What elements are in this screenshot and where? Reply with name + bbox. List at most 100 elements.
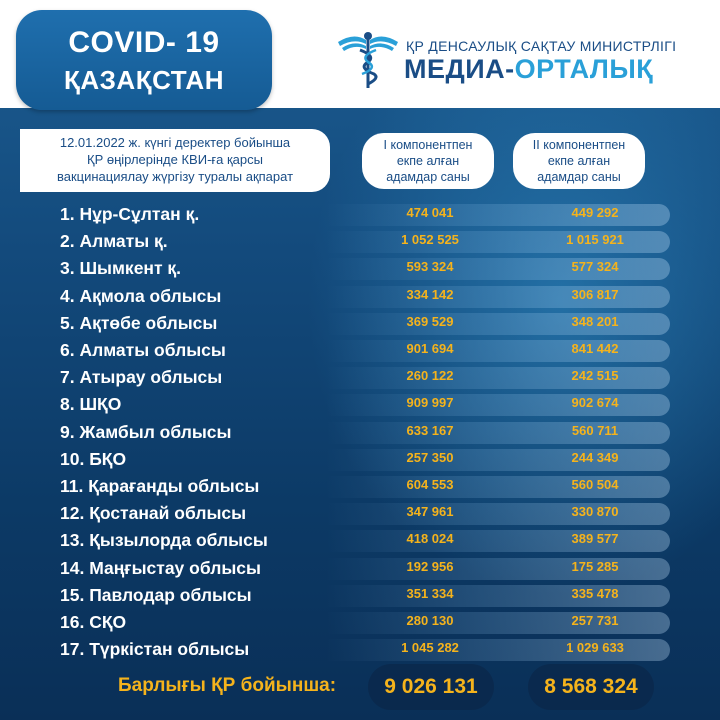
second-dose-value: 348 201: [571, 313, 619, 329]
region-label: 14. Маңғыстау облысы: [60, 557, 261, 578]
table-row: 9. Жамбыл облысы 633 167 560 711: [0, 420, 720, 444]
table-row: 6. Алматы облысы 901 694 841 442: [0, 338, 720, 362]
row-bar: [44, 231, 670, 254]
row-bar: [44, 340, 670, 362]
first-dose-value: 633 167: [406, 422, 454, 438]
second-dose-value: 449 292: [571, 205, 619, 220]
row-bar: [44, 258, 670, 281]
report-info-box: 12.01.2022 ж. күнгі деректер бойынша ҚР …: [20, 129, 330, 192]
row-bar: [44, 639, 670, 662]
first-dose-value: 260 122: [406, 368, 454, 384]
second-dose-value: 1 029 633: [566, 640, 624, 656]
table-row: 10. БҚО 257 350 244 349: [0, 447, 720, 471]
second-dose-value: 335 478: [571, 585, 619, 601]
row-bar: [44, 612, 670, 634]
table-row: 3. Шымкент қ. 593 324 577 324: [0, 256, 720, 281]
second-dose-value: 841 442: [571, 341, 619, 356]
second-dose-value: 244 349: [571, 449, 619, 465]
column-header-line: адамдар саны: [386, 170, 470, 184]
info-line: 12.01.2022 ж. күнгі деректер бойынша: [59, 135, 291, 150]
total-label: Барлығы ҚР бойынша:: [118, 675, 337, 696]
second-dose-value: 306 817: [571, 286, 619, 302]
table-row: 7. Атырау облысы 260 122 242 515: [0, 365, 720, 390]
region-label: 16. СҚО: [60, 612, 127, 632]
second-dose-value: 175 285: [571, 558, 619, 574]
region-label: 13. Қызылорда облысы: [60, 530, 268, 551]
table-row: 8. ШҚО 909 997 902 674: [0, 392, 720, 417]
region-label: 9. Жамбыл облысы: [60, 421, 232, 442]
column-header-line: екпе алған: [396, 154, 460, 168]
region-label: 7. Атырау облысы: [60, 367, 223, 388]
total-first-dose: 9 026 131: [368, 664, 494, 710]
caduceus-icon: [338, 32, 398, 88]
first-dose-value: 369 529: [406, 313, 454, 329]
table-row: 16. СҚО 280 130 257 731: [0, 610, 720, 634]
first-dose-value: 192 956: [406, 558, 454, 574]
region-label: 10. БҚО: [60, 448, 127, 469]
row-bar: [44, 285, 670, 308]
row-bar: [44, 557, 670, 580]
table-row: 2. Алматы қ. 1 052 525 1 015 921: [0, 229, 720, 254]
first-dose-value: 474 041: [406, 205, 454, 220]
info-line: вакцинациялау жүргізу туралы ақпарат: [56, 169, 294, 184]
media-name-part1: МЕДИА-: [404, 54, 515, 84]
column-header-line: екпе алған: [547, 154, 611, 168]
media-center-name: МЕДИА-ОРТАЛЫҚ: [404, 54, 704, 85]
column-header-line: II компонентпен: [532, 138, 626, 152]
region-label: 2. Алматы қ.: [60, 231, 168, 252]
row-bar: [44, 584, 670, 607]
region-label: 4. Ақмола облысы: [60, 285, 222, 306]
table-row: 5. Ақтөбе облысы 369 529 348 201: [0, 311, 720, 335]
first-dose-value: 351 334: [406, 585, 454, 601]
table-row: 15. Павлодар облысы 351 334 335 478: [0, 583, 720, 607]
first-dose-value: 901 694: [406, 341, 454, 356]
second-dose-value: 389 577: [571, 531, 619, 547]
second-dose-value: 330 870: [571, 504, 619, 520]
second-dose-value: 577 324: [571, 259, 619, 275]
ministry-name: ҚР ДЕНСАУЛЫҚ САҚТАУ МИНИСТРЛІГІ: [406, 38, 677, 54]
column-header-second-dose: II компонентпен екпе алған адамдар саны: [513, 133, 645, 189]
second-dose-value: 902 674: [571, 395, 619, 411]
first-dose-value: 347 961: [406, 504, 454, 520]
region-label: 15. Павлодар облысы: [60, 584, 252, 605]
first-dose-value: 1 052 525: [401, 232, 459, 248]
table-row: 11. Қарағанды облысы 604 553 560 504: [0, 474, 720, 498]
row-bar: [44, 530, 670, 553]
row-bar: [44, 421, 670, 444]
second-dose-value: 560 711: [571, 422, 619, 438]
first-dose-value: 334 142: [406, 286, 454, 302]
row-bar: [44, 394, 670, 417]
region-label: 8. ШҚО: [60, 394, 122, 415]
first-dose-value: 280 130: [406, 613, 454, 628]
row-bar: [44, 312, 670, 335]
table-row: 14. Маңғыстау облысы 192 956 175 285: [0, 556, 720, 580]
first-dose-value: 1 045 282: [401, 640, 459, 656]
covid-badge: COVID- 19 ҚАЗАҚСТАН: [16, 10, 272, 110]
first-dose-value: 604 553: [406, 477, 454, 492]
total-second-dose: 8 568 324: [528, 664, 654, 710]
first-dose-value: 257 350: [406, 449, 454, 465]
second-dose-value: 560 504: [571, 477, 619, 492]
column-header-first-dose: I компонентпен екпе алған адамдар саны: [362, 133, 494, 189]
region-label: 3. Шымкент қ.: [60, 258, 182, 279]
row-bar: [44, 367, 670, 390]
region-label: 1. Нұр-Сұлтан қ.: [60, 204, 200, 224]
info-line: ҚР өңірлерінде КВИ-ға қарсы: [87, 152, 263, 167]
table-row: 4. Ақмола облысы 334 142 306 817: [0, 284, 720, 308]
row-bar: [44, 503, 670, 526]
region-label: 12. Қостанай облысы: [60, 503, 247, 524]
second-dose-value: 257 731: [571, 613, 619, 628]
region-label: 11. Қарағанды облысы: [60, 476, 260, 496]
second-dose-value: 1 015 921: [566, 232, 624, 248]
region-label: 17. Түркістан облысы: [60, 639, 250, 660]
table-row: 13. Қызылорда облысы 418 024 389 577: [0, 528, 720, 553]
table-row: 1. Нұр-Сұлтан қ. 474 041 449 292: [0, 202, 720, 226]
covid-title: COVID- 19: [68, 26, 220, 59]
row-bar: [44, 204, 670, 226]
table-row: 12. Қостанай облысы 347 961 330 870: [0, 501, 720, 526]
country-title: ҚАЗАҚСТАН: [63, 65, 224, 95]
media-name-part2: ОРТАЛЫҚ: [514, 54, 654, 84]
first-dose-value: 909 997: [406, 395, 454, 411]
